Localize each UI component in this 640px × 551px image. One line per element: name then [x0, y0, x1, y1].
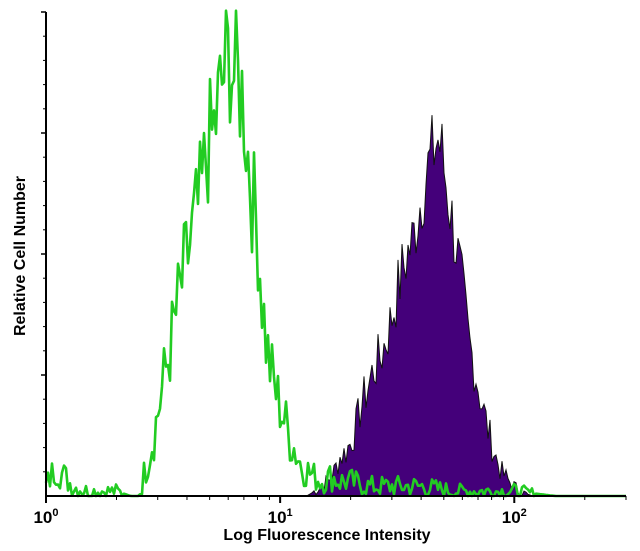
filled-histogram: [46, 115, 626, 497]
x-axis-title: Log Fluorescence Intensity: [223, 527, 430, 544]
x-tick-labels: 100 101 102: [33, 507, 526, 527]
y-axis-title: Relative Cell Number: [12, 176, 29, 336]
x-tick-label: 100: [33, 507, 58, 527]
axes-group: [41, 11, 627, 503]
x-tick-label: 102: [502, 507, 527, 527]
x-tick-label: 101: [268, 507, 293, 527]
outline-histogram: [44, 9, 626, 498]
plot-series-group: [44, 9, 626, 498]
